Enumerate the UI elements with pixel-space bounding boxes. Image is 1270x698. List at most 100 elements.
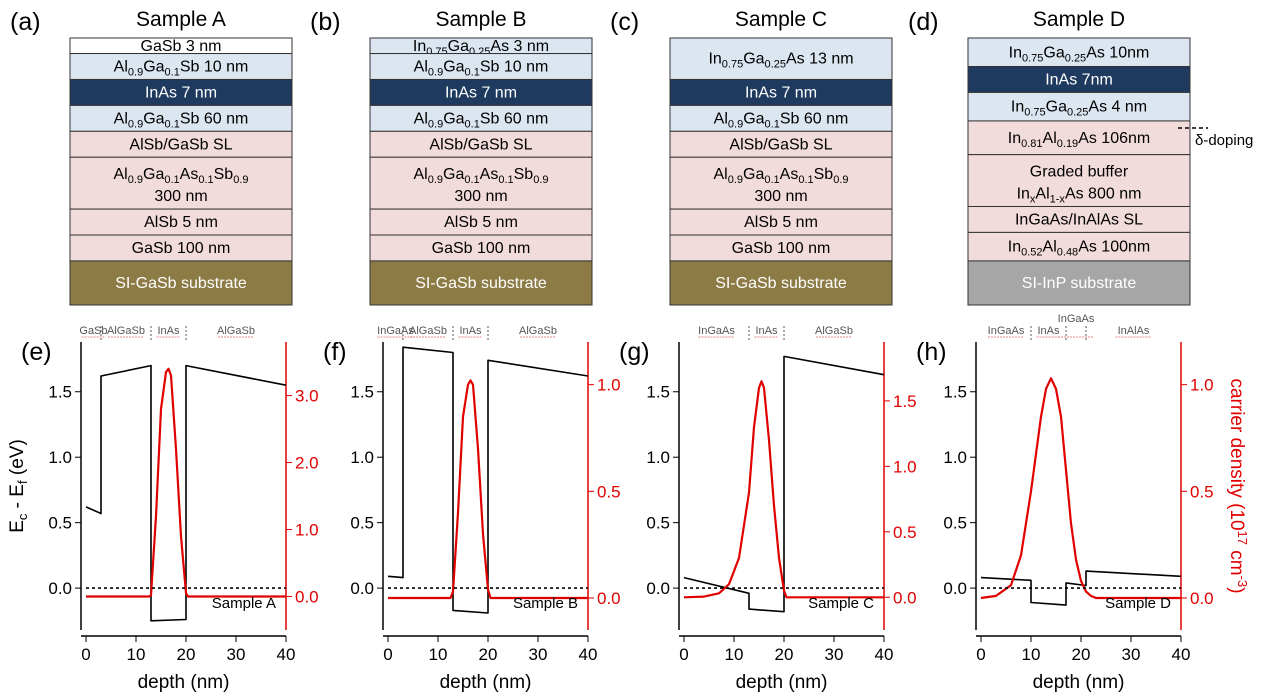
x-axis-label: depth (nm) <box>736 672 828 693</box>
text-run: Ga <box>743 110 764 127</box>
x-tick-label: 0 <box>81 645 90 664</box>
x-tick-label: 20 <box>775 645 794 664</box>
text-run: Al <box>114 110 128 127</box>
layer <box>369 234 593 262</box>
text-run: f <box>15 480 30 484</box>
y2-tick-label: 1.5 <box>893 392 917 411</box>
subscript: 0.81 <box>1021 138 1042 150</box>
text-run: Al <box>413 166 427 183</box>
layer-label: AlSb 5 nm <box>444 214 518 231</box>
layer <box>669 104 893 132</box>
text-run: Al <box>113 166 127 183</box>
y2-tick-label: 1.0 <box>893 457 917 476</box>
text-run: As 10nm <box>1086 44 1149 61</box>
layer <box>967 120 1191 156</box>
text-run: Sb 60 nm <box>180 110 248 127</box>
text-run: As 13 nm <box>786 51 854 68</box>
layer-label: AlSb 5 nm <box>144 214 218 231</box>
text-run: Al <box>114 59 128 76</box>
carrier-density-curve <box>388 379 588 600</box>
text-run: AlSb/GaSb SL <box>129 136 232 153</box>
layer <box>69 156 293 210</box>
text-run: Sb <box>814 166 834 183</box>
y2-tick-label: 0.5 <box>597 482 621 501</box>
layer-label: InGaAs/InAlAs SL <box>1015 211 1143 228</box>
text-run: Al <box>414 110 428 127</box>
text-run: AlSb 5 nm <box>744 214 818 231</box>
layer <box>69 53 293 80</box>
subscript: 0.1 <box>464 174 479 186</box>
y2-axis-label: carrier density (1017 cm-3) <box>1226 378 1250 593</box>
text-run: Ga <box>143 110 164 127</box>
layer <box>369 130 593 158</box>
region-label: InGaAs <box>377 325 414 337</box>
text-run: In <box>1009 44 1022 61</box>
y-tick-label: 1.0 <box>48 448 72 467</box>
text-run: AlSb 5 nm <box>444 214 518 231</box>
y-tick-label: 1.5 <box>943 383 967 402</box>
layer <box>69 260 293 306</box>
y2-tick-label: 0.5 <box>1190 482 1214 501</box>
layer <box>369 156 593 210</box>
layer-label: InAs 7nm <box>1045 71 1113 88</box>
layer-label-line2: InxAl1-xAs 800 nm <box>1017 186 1142 206</box>
text-run: c <box>15 513 30 520</box>
y-tick-label: 0.5 <box>943 514 967 533</box>
region-label: AlGaSb <box>815 325 853 337</box>
text-run: Al <box>1035 186 1049 203</box>
text-run: 17 <box>1235 531 1250 545</box>
text-run: SI-GaSb substrate <box>415 275 547 292</box>
layer <box>967 91 1191 122</box>
subscript: 0.9 <box>728 174 743 186</box>
text-run: As <box>780 166 799 183</box>
subscript: 0.1 <box>165 67 180 79</box>
subscript: 0.1 <box>198 174 213 186</box>
text-run: Ga <box>1043 44 1064 61</box>
y-tick-label: 0.5 <box>646 514 670 533</box>
panel-title: Sample B <box>435 8 526 31</box>
text-run: In <box>1008 130 1021 147</box>
text-run: AlSb/GaSb SL <box>429 136 532 153</box>
text-run: As 4 nm <box>1088 99 1147 116</box>
layer <box>69 130 293 158</box>
subscript: 0.75 <box>1022 52 1043 64</box>
panel-label: (c) <box>610 8 639 36</box>
x-tick-label: 20 <box>479 645 498 664</box>
x-tick-label: 30 <box>825 645 844 664</box>
layer <box>369 208 593 236</box>
conduction-band-curve <box>980 570 1182 606</box>
plot-label: (g) <box>619 338 650 366</box>
text-run: In <box>708 51 721 68</box>
panel-label: (b) <box>310 8 341 36</box>
region-label: InAs <box>1037 325 1060 337</box>
text-run: Al <box>1043 130 1057 147</box>
subscript: 0.25 <box>1065 52 1086 64</box>
x-tick-label: 0 <box>976 645 985 664</box>
sample-label: Sample A <box>212 595 276 612</box>
text-run: As 800 nm <box>1065 186 1141 203</box>
layer-label: InAs 7 nm <box>445 84 517 101</box>
y-tick-label: 0.0 <box>943 579 967 598</box>
subscript: 0.75 <box>722 59 743 71</box>
text-run: As 3 nm <box>490 38 549 55</box>
text-run: Ga <box>1046 99 1067 116</box>
x-tick-label: 10 <box>429 645 448 664</box>
text-run: cm <box>1226 545 1247 576</box>
layer <box>669 156 893 210</box>
x-tick-label: 20 <box>1072 645 1091 664</box>
subscript: 0.9 <box>833 174 848 186</box>
subscript: 0.1 <box>165 118 180 130</box>
region-label: InAs <box>755 325 778 337</box>
text-run: InAs 7 nm <box>745 84 817 101</box>
subscript: 0.9 <box>533 174 548 186</box>
y-tick-label: 1.5 <box>350 383 374 402</box>
sample-label: Sample D <box>1105 595 1171 612</box>
layer-label: Al0.9Ga0.1As0.1Sb0.9 <box>713 166 848 186</box>
text-run: Ga <box>443 59 464 76</box>
region-label: AlGaSb <box>409 325 447 337</box>
layer-label: Al0.9Ga0.1Sb 60 nm <box>114 110 249 130</box>
sample-label: Sample B <box>513 595 578 612</box>
text-run: Al <box>714 110 728 127</box>
